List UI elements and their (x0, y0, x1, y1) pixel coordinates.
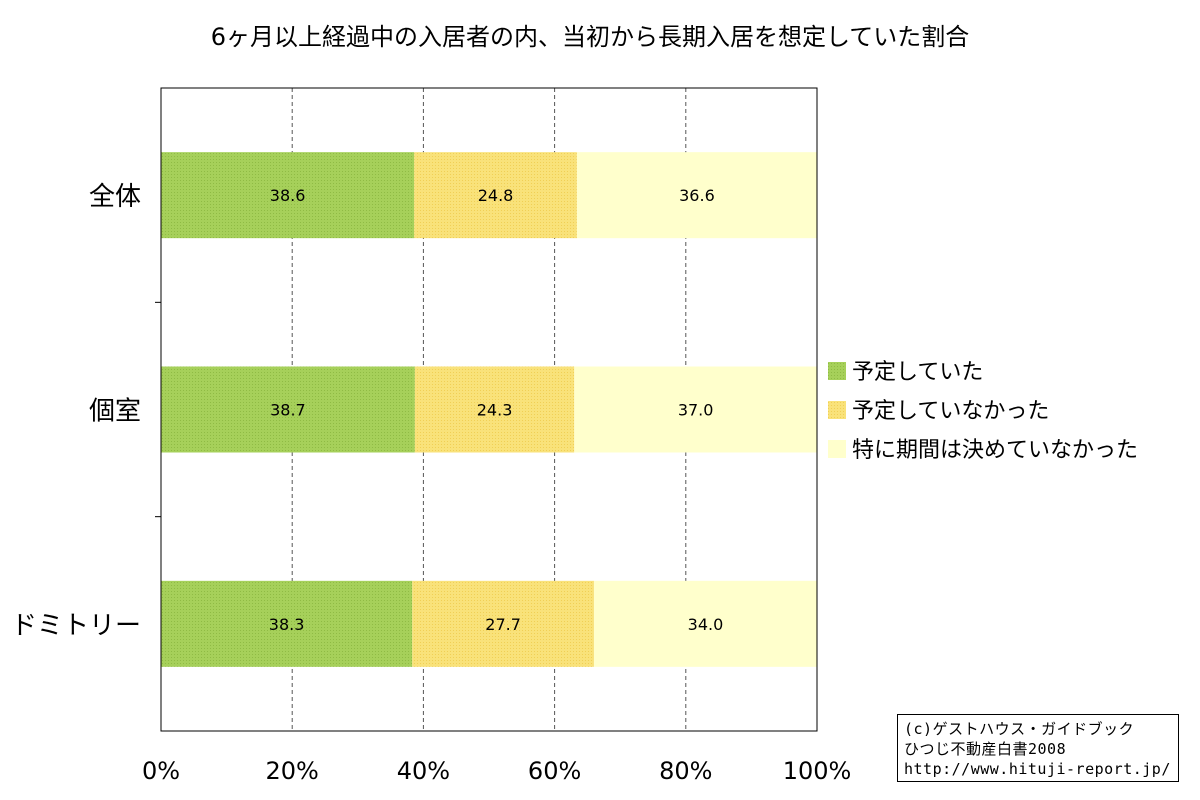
data-label: 24.3 (477, 401, 513, 420)
credit-box: (c)ゲストハウス・ガイドブック ひつじ不動産白書2008 http://www… (897, 714, 1179, 782)
legend-swatch (828, 362, 846, 380)
category-label: 個室 (89, 397, 141, 427)
category-label: 全体 (89, 182, 141, 212)
legend-swatch (828, 440, 846, 458)
data-label: 34.0 (688, 615, 724, 634)
data-label: 27.7 (485, 615, 521, 634)
data-label: 24.8 (478, 186, 514, 205)
credit-line-1: (c)ゲストハウス・ガイドブック (904, 719, 1174, 739)
x-tick-label: 0% (142, 757, 180, 785)
data-label: 38.3 (269, 615, 305, 634)
credit-line-3: http://www.hituji-report.jp/ (904, 759, 1174, 779)
data-label: 37.0 (678, 401, 714, 420)
stacked-bar-chart: 6ヶ月以上経過中の入居者の内、当初から長期入居を想定していた割合 38.6 24.… (0, 0, 1200, 800)
legend-label: 特に期間は決めていなかった (852, 438, 1138, 463)
credit-line-2: ひつじ不動産白書2008 (904, 739, 1174, 759)
data-label: 36.6 (679, 186, 715, 205)
x-tick-label: 40% (397, 757, 450, 785)
legend-swatch (828, 401, 846, 419)
x-tick-label: 60% (528, 757, 581, 785)
x-tick-label: 100% (783, 757, 852, 785)
data-label: 38.6 (270, 186, 306, 205)
legend-label: 予定していた (852, 360, 983, 385)
bars: 38.6 24.8 36.6 38.7 24.3 37.0 38.3 27.7 34.0 (161, 152, 817, 667)
data-label: 38.7 (270, 401, 306, 420)
x-tick-label: 20% (266, 757, 319, 785)
x-tick-label: 80% (659, 757, 712, 785)
legend-label: 予定していなかった (852, 399, 1049, 424)
chart-title: 6ヶ月以上経過中の入居者の内、当初から長期入居を想定していた割合 (211, 23, 970, 51)
category-label: ドミトリー (11, 611, 141, 641)
